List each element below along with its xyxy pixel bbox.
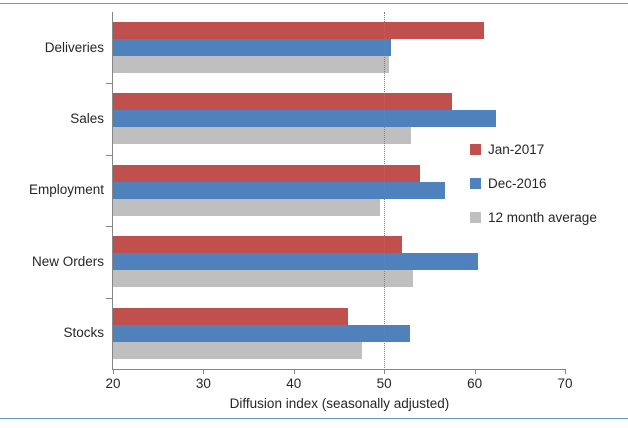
bottom-divider-rule	[0, 418, 628, 419]
x-axis-tick	[474, 369, 476, 374]
x-axis-tick-label: 30	[195, 376, 211, 391]
bar	[113, 22, 484, 39]
bar	[113, 181, 445, 199]
bar	[113, 307, 349, 325]
y-axis-tick	[106, 83, 112, 84]
bar	[113, 253, 479, 271]
x-axis-tick	[203, 369, 205, 374]
x-axis-tick-label: 40	[286, 376, 302, 391]
chart-legend: Jan-2017 Dec-2016 12 month average	[470, 132, 625, 234]
top-divider-rule	[0, 3, 628, 4]
x-axis-tick-label: 70	[557, 376, 573, 391]
y-axis-line	[112, 12, 113, 370]
x-axis-line	[112, 369, 566, 370]
category-label: Deliveries	[44, 39, 104, 55]
x-axis-tick	[113, 369, 114, 374]
bar	[113, 56, 389, 73]
legend-label: Jan-2017	[488, 141, 545, 157]
category-label: New Orders	[31, 253, 104, 269]
legend-swatch-icon	[470, 177, 481, 189]
bar	[113, 270, 414, 288]
category-axis-labels: Deliveries Sales Employment New Orders Stock…	[0, 0, 104, 428]
category-label: Employment	[28, 182, 104, 198]
legend-swatch-icon	[470, 211, 481, 223]
bar	[113, 127, 412, 145]
bar	[113, 236, 403, 254]
bar	[113, 93, 452, 111]
x-axis-tick	[565, 369, 566, 374]
x-axis-tick	[384, 369, 386, 374]
x-axis-tick	[293, 369, 295, 374]
x-axis-tick-label: 60	[467, 376, 483, 391]
bar	[113, 110, 497, 128]
y-axis-tick	[106, 298, 112, 299]
bar	[113, 324, 411, 342]
y-axis-tick	[106, 155, 112, 156]
legend-item[interactable]: Jan-2017	[470, 132, 625, 166]
category-label: Sales	[70, 110, 104, 126]
legend-swatch-icon	[470, 143, 481, 155]
bar	[113, 341, 362, 359]
legend-item[interactable]: 12 month average	[470, 200, 625, 234]
x-axis-title: Diffusion index (seasonally adjusted)	[229, 396, 450, 411]
x-axis-tick-label: 20	[105, 376, 121, 391]
x-axis-tick-label: 50	[376, 376, 392, 391]
legend-label: Dec-2016	[488, 175, 547, 191]
bar	[113, 198, 380, 216]
y-axis-tick	[106, 226, 112, 227]
bar	[113, 164, 421, 182]
legend-label: 12 month average	[488, 209, 597, 225]
legend-item[interactable]: Dec-2016	[470, 166, 625, 200]
reference-gridline-50	[384, 12, 386, 370]
category-label: Stocks	[63, 325, 104, 341]
bar	[113, 39, 392, 56]
